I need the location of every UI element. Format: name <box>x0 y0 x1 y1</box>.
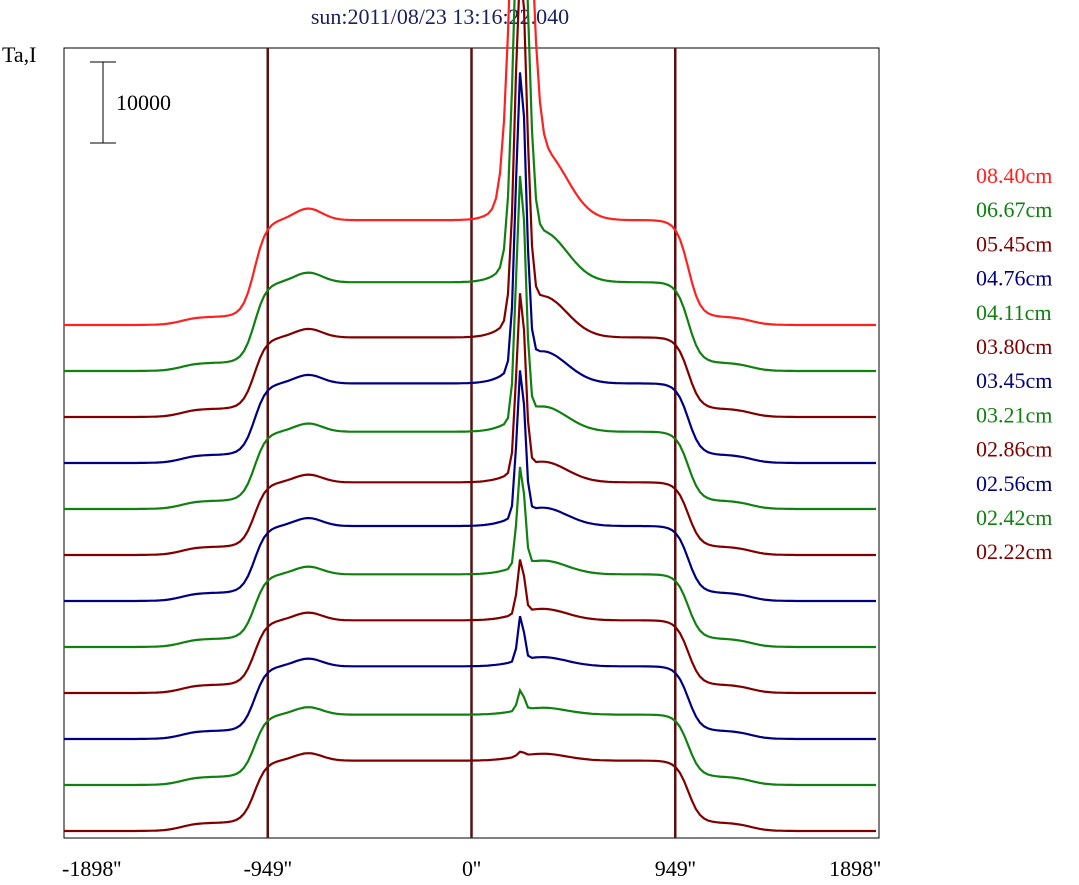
scale-bar-label: 10000 <box>116 90 171 115</box>
series-line-05.45cm <box>64 0 876 419</box>
series-line-08.40cm <box>64 0 876 327</box>
x-tick-label-2: 0'' <box>462 856 481 881</box>
series-line-03.80cm <box>64 293 876 557</box>
legend-entry-02.86cm: 02.86cm <box>976 437 1052 462</box>
legend-entry-04.76cm: 04.76cm <box>976 266 1052 291</box>
x-tick-label-4: 1898'' <box>829 856 881 881</box>
legend-entry-02.22cm: 02.22cm <box>976 539 1052 564</box>
legend-entry-05.45cm: 05.45cm <box>976 231 1052 256</box>
legend-entry-02.42cm: 02.42cm <box>976 505 1052 530</box>
legend-entry-08.40cm: 08.40cm <box>976 163 1052 188</box>
legend-entry-03.21cm: 03.21cm <box>976 402 1052 427</box>
chart-title: sun:2011/08/23 13:16:22.040 <box>310 4 570 29</box>
series-line-04.11cm <box>64 175 876 511</box>
y-axis-label: Ta,I <box>2 42 37 67</box>
series-line-03.45cm <box>64 370 876 603</box>
legend-entry-02.56cm: 02.56cm <box>976 471 1052 496</box>
legend-entry-03.45cm: 03.45cm <box>976 368 1052 393</box>
series-line-04.76cm <box>64 72 876 465</box>
series-line-02.22cm <box>64 750 876 833</box>
x-tick-label-3: 949'' <box>655 856 696 881</box>
series-line-03.21cm <box>64 466 876 649</box>
x-tick-label-0: -1898'' <box>62 856 121 881</box>
x-tick-label-1: -949'' <box>244 856 292 881</box>
series-line-06.67cm <box>64 0 876 373</box>
legend-entry-03.80cm: 03.80cm <box>976 334 1052 359</box>
series-line-02.86cm <box>64 559 876 695</box>
legend-entry-04.11cm: 04.11cm <box>976 300 1052 325</box>
series-line-02.42cm <box>64 687 876 787</box>
legend-entry-06.67cm: 06.67cm <box>976 197 1052 222</box>
series-line-02.56cm <box>64 615 876 741</box>
